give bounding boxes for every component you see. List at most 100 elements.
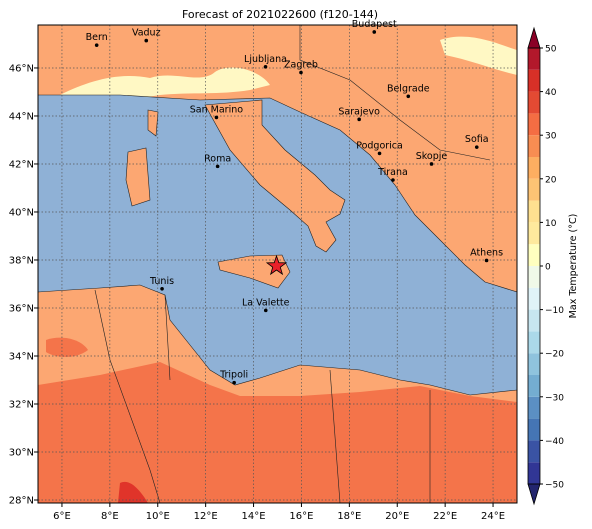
colorbar-bin: [528, 222, 540, 245]
city-dot: [263, 308, 268, 313]
x-tick-label: 8°E: [101, 511, 119, 522]
city-dot: [484, 258, 489, 263]
colorbar-bin: [528, 396, 540, 419]
corsica: [147, 109, 159, 137]
city-label: Tripoli: [219, 370, 248, 381]
colorbar-tick-label: 20: [545, 175, 557, 185]
x-tick-label: 10°E: [146, 511, 170, 522]
city-label: La Valette: [242, 297, 290, 308]
colorbar-tick-label: 30: [545, 132, 557, 142]
forecast-point-star: [265, 254, 288, 276]
city-label: Skopje: [416, 151, 448, 162]
colorbar-bin: [528, 113, 540, 136]
city-label: Bern: [86, 32, 108, 43]
colorbar-tick-label: 10: [545, 219, 557, 229]
x-tick-label: 6°E: [53, 511, 71, 522]
city-label: Podgorica: [356, 140, 403, 151]
italy: [204, 99, 346, 253]
colorbar-tick-label: −40: [545, 437, 564, 447]
city-label: Vaduz: [132, 28, 161, 39]
colorbar-over: [527, 26, 541, 49]
x-tick-label: 16°E: [289, 511, 313, 522]
city-label: Tirana: [377, 167, 408, 178]
city-dot: [406, 94, 411, 99]
city-label: Ljubljana: [244, 54, 287, 65]
hot-area: [118, 481, 148, 503]
colorbar-tick-label: −10: [545, 306, 564, 316]
colorbar-bin: [528, 266, 540, 288]
x-tick-label: 14°E: [242, 511, 266, 522]
city-dot: [429, 162, 434, 166]
colorbar-tick-label: −50: [545, 481, 564, 491]
y-tick-label: 30°N: [9, 447, 34, 458]
colorbar-tick-label: 40: [545, 88, 557, 98]
alps-cool-area: [60, 67, 270, 103]
y-tick-label: 38°N: [9, 255, 34, 266]
y-tick-label: 36°N: [9, 303, 34, 314]
x-tick-label: 12°E: [194, 511, 218, 522]
city-dot: [391, 178, 395, 182]
city-label: Sofia: [465, 134, 489, 145]
city-dot: [372, 30, 377, 34]
colorbar-bin: [528, 331, 540, 354]
city-dot: [377, 151, 382, 156]
colorbar-bin: [528, 200, 540, 223]
city-dot: [144, 38, 149, 43]
y-tick-label: 40°N: [9, 207, 34, 218]
colorbar-label: Max Temperature (°C): [568, 214, 579, 319]
city-dot: [232, 380, 236, 385]
sardinia: [125, 147, 151, 207]
colorbar-bin: [528, 287, 540, 310]
colorbar-bin: [528, 440, 540, 463]
city-label: Belgrade: [387, 83, 430, 94]
y-tick-label: 44°N: [9, 111, 34, 122]
colorbar-under: [527, 483, 541, 506]
map-frame: [37, 24, 518, 504]
city-dot: [214, 115, 219, 120]
city-label: Budapest: [352, 19, 397, 30]
x-tick-label: 18°E: [337, 511, 361, 522]
y-tick-label: 42°N: [9, 159, 34, 170]
city-label: Tunis: [149, 276, 174, 287]
colorbar-tick-label: −30: [545, 393, 564, 403]
y-tick-label: 46°N: [9, 63, 34, 74]
colorbar-bin: [528, 135, 540, 157]
colorbar-bin: [528, 244, 540, 266]
atlas-warm-area: [46, 337, 88, 357]
x-tick-label: 22°E: [433, 511, 457, 522]
city-dot: [160, 286, 164, 291]
colorbar-bin: [528, 91, 540, 114]
borders: [94, 25, 491, 503]
colorbar-bin: [528, 48, 540, 70]
city-label: San Marino: [190, 104, 243, 115]
colorbar-bin: [528, 418, 540, 441]
carpathian-cool-area: [440, 36, 517, 75]
y-tick-label: 32°N: [9, 399, 34, 410]
city-dot: [357, 117, 361, 122]
city-label: Roma: [204, 153, 231, 164]
colorbar-tick-label: 0: [545, 263, 551, 273]
colorbar-bin: [528, 375, 540, 397]
colorbar-tick-label: −20: [545, 350, 564, 360]
city-dot: [299, 70, 303, 75]
map-title: Forecast of 2021022600 (f120-144): [182, 8, 378, 21]
x-tick-label: 20°E: [385, 511, 409, 522]
city-dot: [474, 145, 479, 149]
colorbar-bin: [528, 157, 540, 179]
colorbar-bin: [528, 69, 540, 92]
y-tick-label: 28°N: [9, 495, 34, 506]
city-dot: [263, 64, 268, 69]
city-dot: [215, 164, 220, 169]
city-dot: [94, 43, 99, 47]
colorbar-bin: [528, 309, 540, 332]
city-label: Sarajevo: [338, 106, 380, 117]
colorbar-bin: [528, 353, 540, 375]
colorbar-bin: [528, 462, 540, 484]
y-tick-label: 34°N: [9, 351, 34, 362]
city-label: Athens: [470, 247, 503, 258]
city-label: Zagreb: [284, 60, 318, 71]
colorbar-bin: [528, 178, 540, 201]
colorbar-tick-label: 50: [545, 45, 557, 55]
